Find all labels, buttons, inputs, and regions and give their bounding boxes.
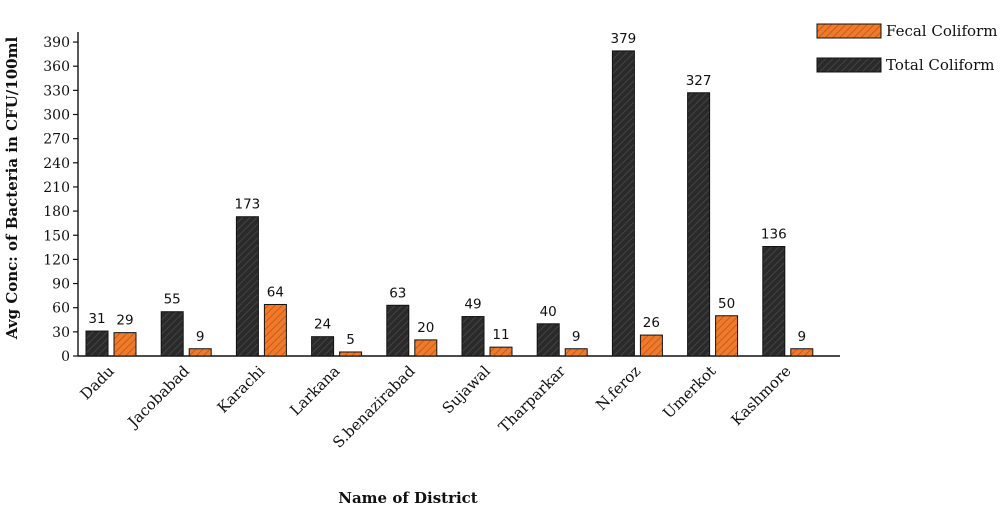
y-tick-label: 120	[43, 252, 70, 268]
data-label: 64	[267, 284, 284, 300]
x-tick-label: Tharparkar	[495, 362, 570, 437]
y-tick-label: 360	[43, 59, 70, 75]
bar-fecal-coliform	[339, 351, 363, 357]
bar-total-coliform	[611, 50, 635, 357]
bar-fecal-coliform	[188, 348, 212, 357]
data-label: 11	[492, 327, 509, 343]
data-label: 5	[346, 332, 355, 348]
bar-total-coliform	[311, 336, 335, 357]
bar-fecal-coliform	[489, 346, 513, 357]
y-tick-label: 240	[43, 156, 70, 172]
y-tick-label: 180	[43, 204, 70, 220]
bar-fecal-coliform	[715, 315, 739, 357]
data-label: 63	[389, 285, 406, 301]
data-label: 55	[164, 292, 181, 308]
data-label: 327	[686, 73, 712, 89]
data-label: 20	[417, 320, 434, 336]
data-label: 173	[235, 197, 261, 213]
x-tick-label: Dadu	[77, 362, 118, 403]
data-label: 26	[643, 315, 660, 331]
legend: Fecal Coliform Total Coliform	[816, 22, 997, 74]
data-label: 49	[464, 297, 481, 313]
bar-total-coliform	[687, 92, 711, 357]
bar-fecal-coliform	[639, 334, 663, 357]
y-tick-label: 60	[52, 301, 70, 317]
bar-total-coliform	[536, 323, 560, 357]
bar-fecal-coliform	[113, 332, 137, 357]
bar-fecal-coliform	[414, 339, 438, 357]
data-label: 24	[314, 317, 331, 333]
data-label: 40	[540, 304, 557, 320]
x-tick-label: Kashmore	[728, 362, 795, 429]
legend-swatch-fecal-coliform	[816, 23, 882, 39]
bar-total-coliform	[160, 311, 184, 357]
data-label: 9	[572, 329, 581, 345]
x-tick-label: Sujawal	[439, 362, 494, 417]
bar-total-coliform	[235, 216, 259, 357]
data-label: 379	[611, 31, 637, 47]
y-tick-label: 90	[52, 277, 70, 293]
data-label: 31	[88, 311, 105, 327]
x-tick-label: Karachi	[214, 362, 269, 417]
legend-label: Total Coliform	[886, 56, 995, 74]
bar-fecal-coliform	[564, 348, 588, 357]
y-tick-label: 150	[43, 228, 70, 244]
y-tick-label: 330	[43, 83, 70, 99]
x-axis-title: Name of District	[338, 489, 478, 507]
x-tick-label: Larkana	[286, 362, 343, 419]
y-axis-title: Avg Conc: of Bacteria in CFU/100ml	[3, 37, 21, 341]
data-label: 9	[196, 329, 205, 345]
x-tick-label: N.feroz	[592, 362, 644, 414]
y-tick-label: 300	[43, 108, 70, 124]
legend-label: Fecal Coliform	[886, 22, 997, 40]
y-tick-label: 210	[43, 180, 70, 196]
bar-total-coliform	[85, 330, 109, 357]
bar-fecal-coliform	[263, 303, 287, 357]
data-label: 136	[761, 227, 787, 243]
data-label: 50	[718, 296, 735, 312]
legend-swatch-total-coliform	[816, 57, 882, 73]
bar-total-coliform	[762, 246, 786, 357]
data-label: 29	[116, 313, 133, 329]
bar-total-coliform	[461, 316, 485, 357]
y-tick-label: 270	[43, 132, 70, 148]
x-tick-label: Jacobabad	[123, 362, 193, 432]
y-tick-label: 30	[52, 325, 70, 341]
y-tick-label: 390	[43, 35, 70, 51]
bar-fecal-coliform	[790, 348, 814, 357]
data-label: 9	[798, 329, 807, 345]
x-tick-label: Umerkot	[659, 362, 719, 422]
y-tick-label: 0	[61, 349, 70, 365]
bar-total-coliform	[386, 304, 410, 357]
